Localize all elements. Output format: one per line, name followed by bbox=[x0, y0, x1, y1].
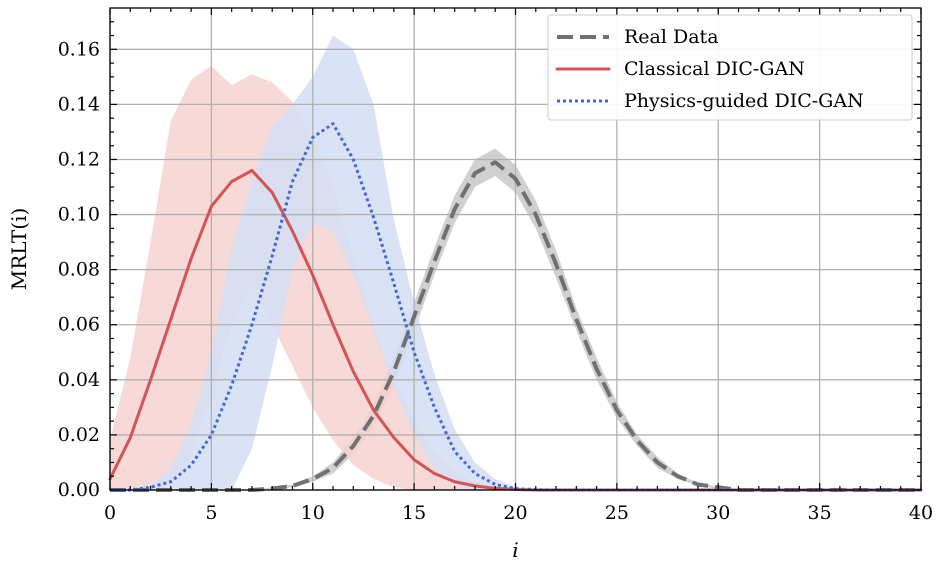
x-axis-label: i bbox=[512, 538, 518, 562]
x-tick-label: 0 bbox=[104, 502, 116, 524]
x-tick-label: 5 bbox=[205, 502, 217, 524]
x-tick-label: 35 bbox=[808, 502, 832, 524]
y-tick-label: 0.00 bbox=[58, 479, 100, 501]
x-tick-label: 15 bbox=[402, 502, 426, 524]
x-tick-label: 40 bbox=[909, 502, 933, 524]
tick-labels: 0 5 10 15 20 25 30 35 40 0.00 0.02 0.04 0.06 0.08 0.10… bbox=[58, 38, 933, 524]
y-tick-label: 0.02 bbox=[58, 424, 100, 446]
x-tick-label: 20 bbox=[503, 502, 527, 524]
tick-marks bbox=[109, 8, 922, 491]
y-tick-label: 0.14 bbox=[58, 93, 100, 115]
y-axis-label: MRLT(i) bbox=[7, 208, 31, 291]
legend-label-classical-dic-gan: Classical DIC-GAN bbox=[624, 58, 805, 80]
x-tick-label: 30 bbox=[706, 502, 730, 524]
legend-label-physics-guided-dic-gan: Physics-guided DIC-GAN bbox=[624, 90, 864, 112]
y-tick-label: 0.16 bbox=[58, 38, 100, 60]
y-tick-label: 0.06 bbox=[58, 314, 100, 336]
y-tick-label: 0.12 bbox=[58, 148, 100, 170]
y-tick-label: 0.10 bbox=[58, 204, 100, 226]
legend: Real Data Classical DIC-GAN Physics-guid… bbox=[547, 14, 913, 121]
y-tick-label: 0.04 bbox=[58, 369, 100, 391]
y-tick-label: 0.08 bbox=[58, 259, 100, 281]
x-tick-label: 25 bbox=[605, 502, 629, 524]
legend-label-real-data: Real Data bbox=[624, 26, 719, 48]
legend-box bbox=[547, 14, 913, 121]
x-tick-label: 10 bbox=[301, 502, 325, 524]
